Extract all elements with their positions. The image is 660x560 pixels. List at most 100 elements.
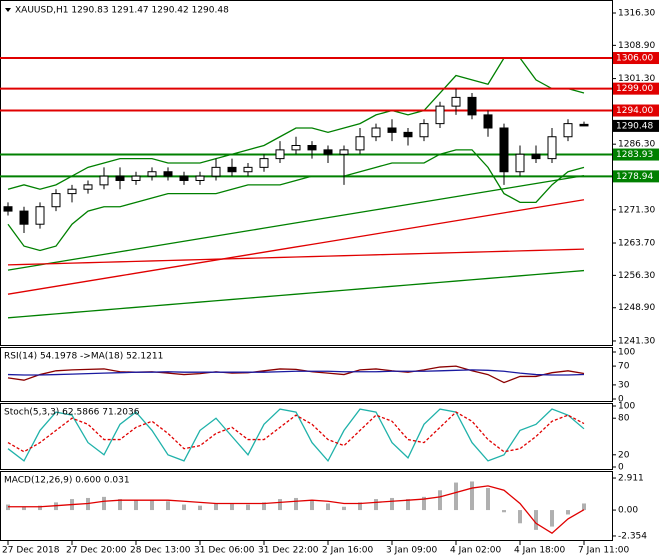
candle-body: [3, 206, 13, 212]
candle-body: [323, 149, 333, 155]
candle-body: [163, 171, 173, 177]
macd-bar: [262, 502, 266, 511]
candle-body: [179, 175, 189, 181]
candle-body: [275, 149, 285, 160]
candle-body: [451, 96, 461, 107]
level-label: 1294.00: [616, 106, 653, 116]
indicator-line: [7, 269, 585, 319]
macd-bar: [550, 510, 554, 527]
candle-body: [291, 144, 301, 151]
indicator-line: [7, 57, 585, 190]
macd-bar: [390, 497, 394, 511]
indicator-line: [7, 369, 585, 376]
indicator-line: [7, 248, 585, 266]
macd-bar: [166, 501, 170, 511]
level-label: 1278.94: [616, 172, 653, 182]
macd-bar: [470, 481, 474, 511]
macd-bar: [486, 488, 490, 511]
macd-bar: [422, 496, 426, 511]
candle-body: [147, 171, 157, 177]
candle-body: [83, 184, 93, 190]
candle-body: [51, 193, 61, 208]
y-tick-label: 1316.30: [618, 8, 655, 18]
level-label-bg: [613, 82, 659, 95]
macd-bar: [534, 510, 538, 530]
y-tick-label: 0: [618, 463, 624, 473]
y-tick-label: 1308.90: [618, 41, 655, 51]
level-label: 1299.00: [616, 84, 653, 94]
y-tick-label: 1301.30: [618, 74, 655, 84]
x-tick-label: 3 Jan 09:00: [386, 546, 438, 556]
candle-body: [131, 175, 141, 181]
macd-bar: [406, 499, 410, 511]
y-tick-label: 30: [618, 380, 630, 390]
x-tick-label: 27 Dec 2018: [2, 546, 60, 556]
macd-bar: [150, 500, 154, 511]
candle-body: [227, 166, 237, 173]
main-panel: [0, 0, 613, 346]
indicator-line: [7, 149, 585, 252]
macd-bar: [182, 504, 186, 511]
macd-bar: [358, 502, 362, 511]
macd-bar: [198, 505, 202, 511]
menu-arrow[interactable]: [5, 8, 11, 12]
y-tick-label: 80: [618, 414, 630, 424]
macd-bar: [22, 506, 26, 511]
macd-panel: [0, 471, 613, 541]
x-tick-label: 27 Dec 20:00: [66, 546, 127, 556]
y-tick-label: 100: [618, 402, 635, 412]
rsi-title: RSI(14) 54.1978 ->MA(18) 52.1211: [4, 352, 163, 362]
candle-body: [387, 127, 397, 133]
macd-bar: [294, 497, 298, 511]
candle-body: [243, 166, 253, 173]
macd-bar: [518, 510, 522, 524]
candle-body: [467, 96, 477, 116]
macd-bar: [566, 510, 570, 515]
y-tick-label: -2.354: [618, 531, 647, 541]
macd-bar: [246, 504, 250, 511]
macd-bar: [310, 500, 314, 511]
signal-line: [8, 485, 585, 534]
macd-bar: [38, 505, 42, 511]
macd-bar: [278, 499, 282, 511]
level-label-bg: [613, 170, 659, 183]
candle-body: [339, 149, 349, 155]
candle-body: [35, 206, 45, 225]
level-label-bg: [613, 148, 659, 161]
macd-bar: [374, 499, 378, 511]
macd-bar: [118, 499, 122, 511]
candle-body: [99, 175, 109, 186]
macd-bar: [326, 503, 330, 511]
level-label: 1306.00: [616, 54, 653, 64]
candle-body: [371, 127, 381, 138]
x-tick-label: 7 Jan 11:00: [578, 546, 630, 556]
indicator-line: [7, 408, 585, 463]
level-label-bg: [613, 52, 659, 65]
candle-body: [515, 153, 525, 173]
chart-title: XAUUSD,H1 1290.83 1291.47 1290.42 1290.4…: [15, 6, 229, 16]
candle-body: [483, 114, 493, 129]
candle-body: [355, 136, 365, 151]
candle-body: [499, 127, 509, 173]
last-price-bg: [613, 119, 659, 132]
macd-bar: [502, 510, 506, 513]
indicator-line: [7, 199, 585, 295]
candle-body: [579, 123, 589, 127]
x-tick-label: 31 Dec 06:00: [194, 546, 255, 556]
candle-body: [547, 136, 557, 160]
y-tick-label: 1248.90: [618, 303, 655, 313]
plot-layer: 1316.30 1308.90 1301.30 1286.30 1271.30 1263.…: [0, 8, 659, 556]
stoch-title: Stoch(5,3,3) 62.5866 71.2036: [4, 408, 140, 418]
candle-body: [307, 144, 317, 151]
candle-body: [67, 188, 77, 195]
y-tick-label: 1271.30: [618, 205, 655, 215]
y-tick-label: 1241.30: [618, 336, 655, 346]
y-tick-label: 1286.30: [618, 140, 655, 150]
y-tick-label: 0: [618, 395, 624, 405]
indicator-line: [7, 365, 585, 384]
rsi-panel: [0, 347, 613, 402]
y-tick-label: 1263.70: [618, 239, 655, 249]
macd-bar: [214, 503, 218, 511]
